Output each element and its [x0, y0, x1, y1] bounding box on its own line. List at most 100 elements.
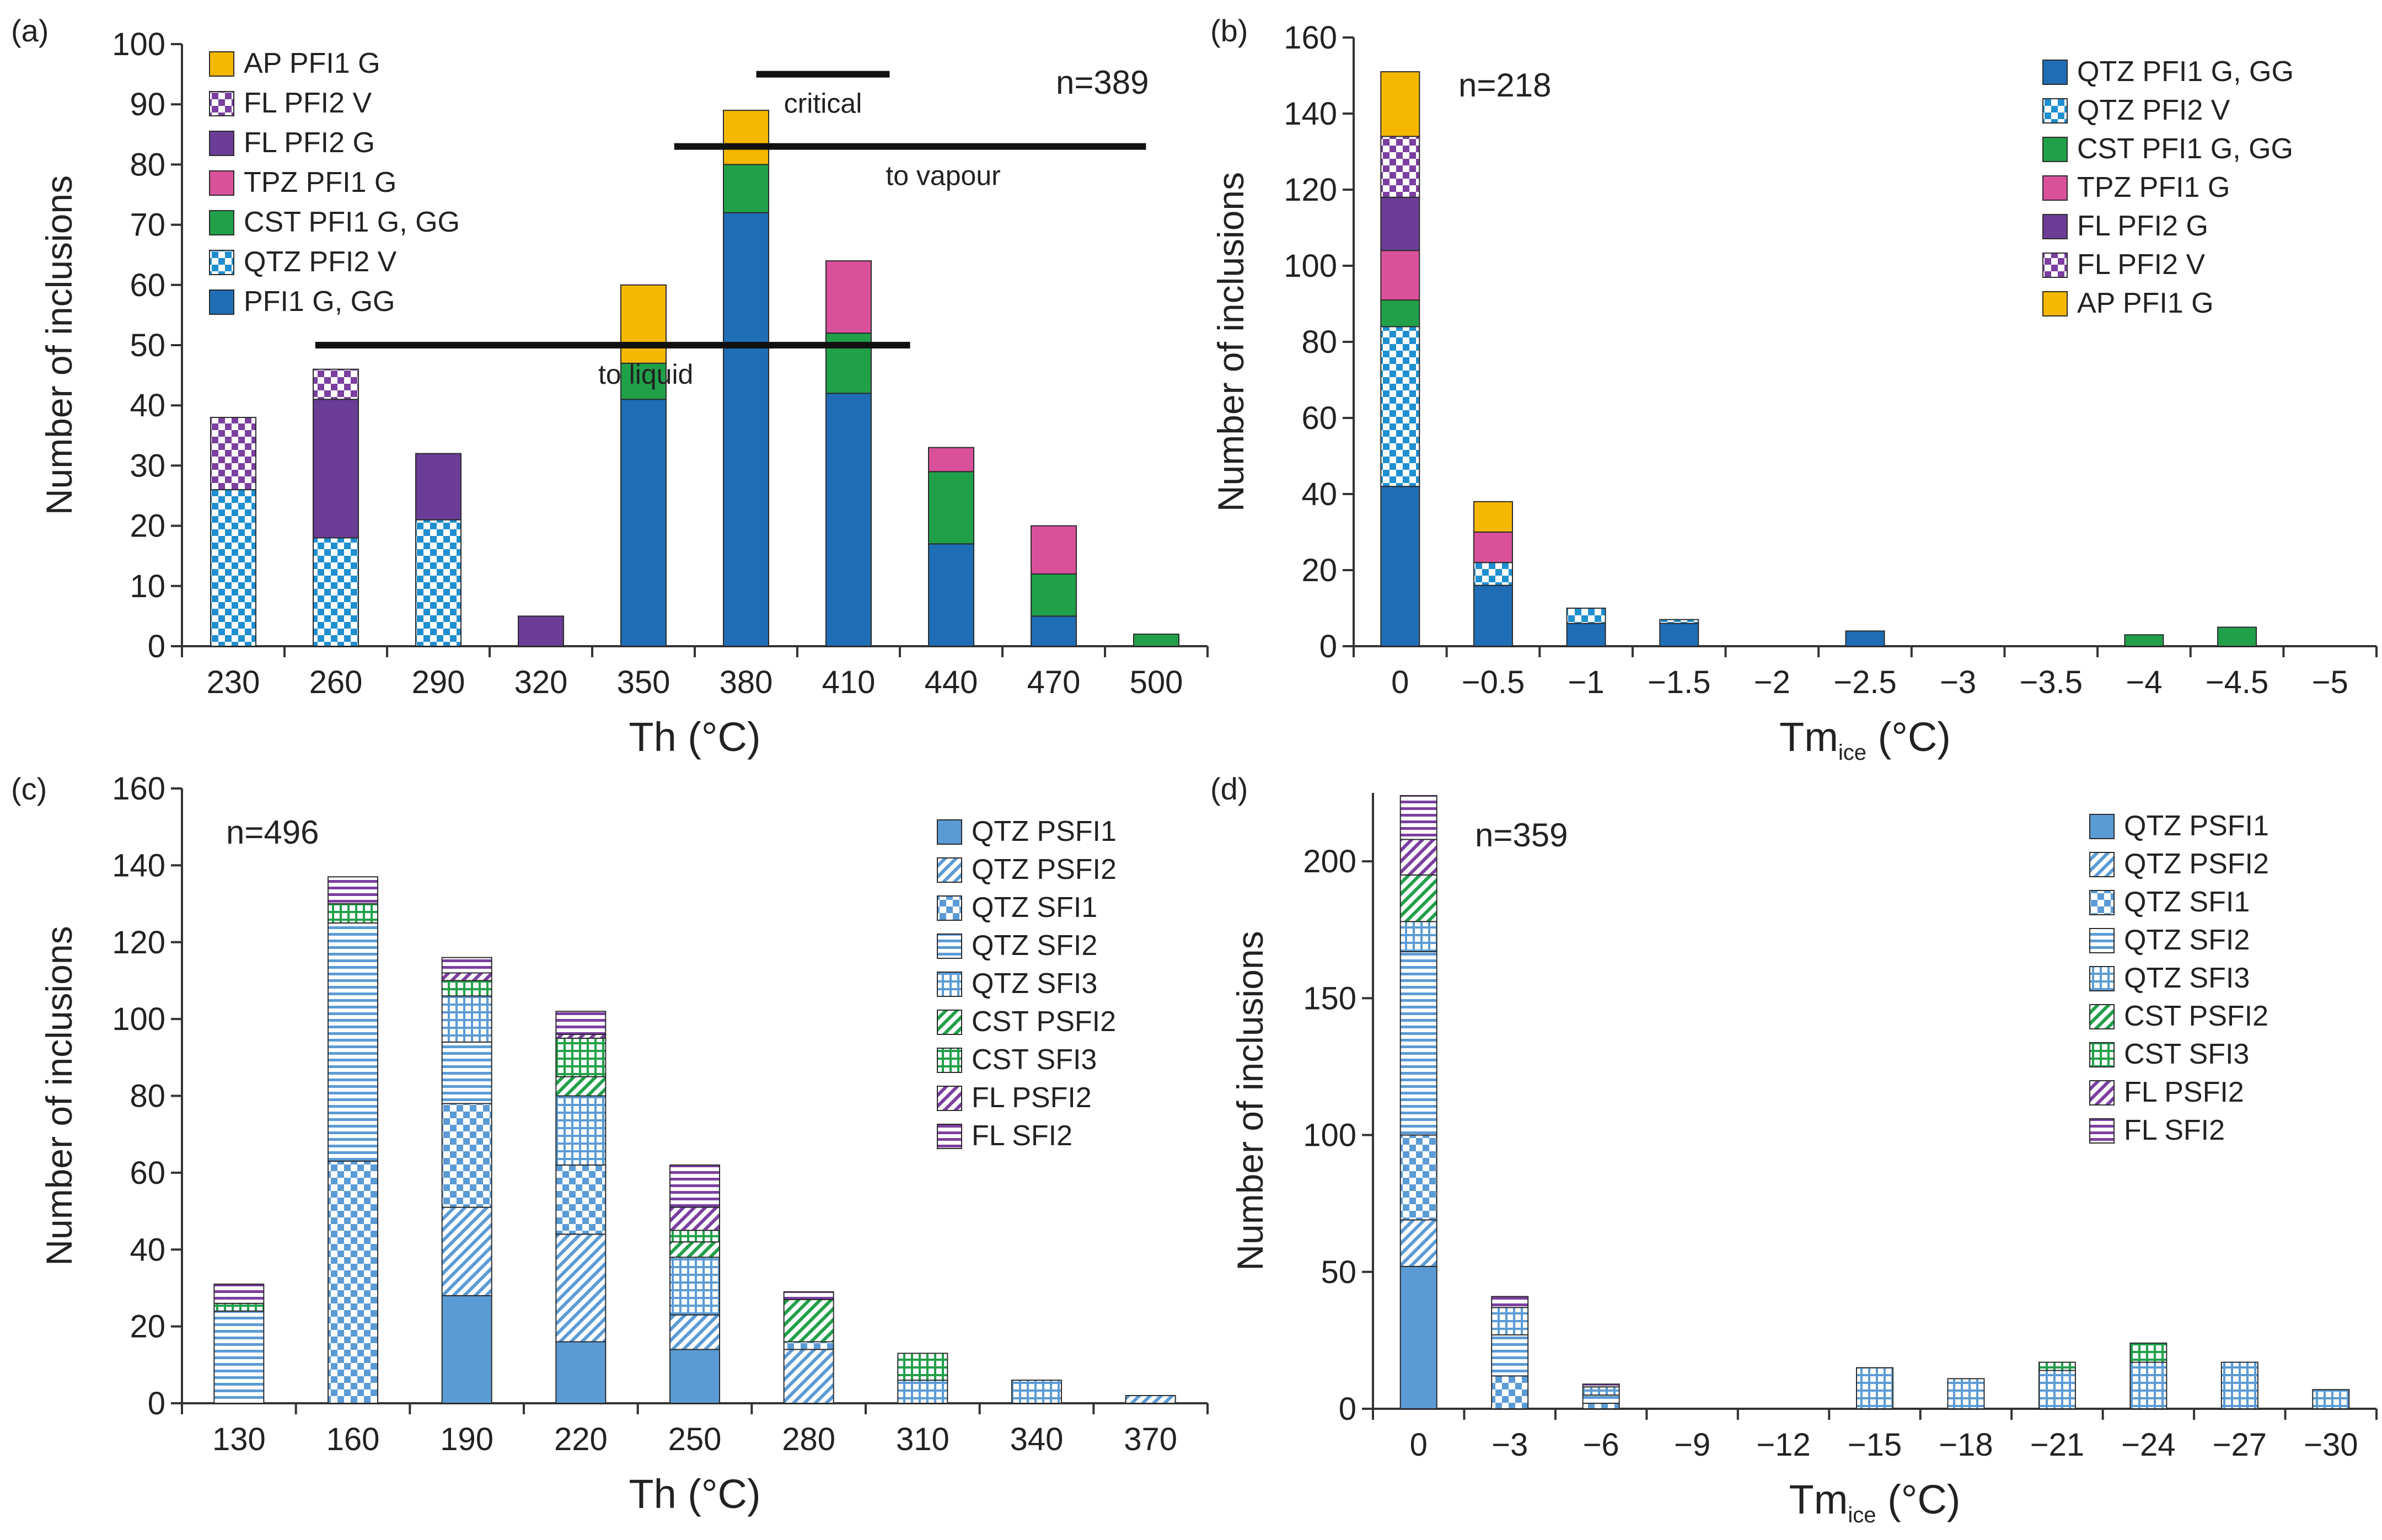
y-tick-label: 160	[112, 771, 165, 807]
bar-segment-tpz-pfi1-g-0-5	[1473, 532, 1513, 564]
y-tick-label: 140	[112, 847, 165, 883]
legend-label-qtz-sfi2: QTZ SFI2	[972, 930, 1097, 962]
bar-segment-ap-pfi1-g-380	[723, 110, 769, 165]
legend-label-fl-pfi2-g: FL PFI2 G	[2077, 210, 2208, 242]
bar-segment-qtz-sfi3-250	[669, 1257, 720, 1316]
bar-segment-cst-pfi1-g-gg-500	[1133, 634, 1179, 647]
x-tick-label: −21	[2030, 1427, 2084, 1463]
y-tick-label: 150	[1303, 980, 1356, 1016]
y-tick-label: 20	[130, 1309, 165, 1345]
legend-swatch-cst-pfi1-g-gg	[2042, 137, 2068, 162]
x-tick-label: −15	[1848, 1427, 1902, 1463]
legend-swatch-qtz-sfi2	[2089, 928, 2115, 953]
bar-segment-qtz-sfi1-6	[1582, 1403, 1620, 1409]
bar-segment-qtz-sfi3-3	[1491, 1307, 1529, 1335]
legend-swatch-qtz-psfi2	[2089, 852, 2115, 877]
y-tick-label: 50	[1321, 1254, 1356, 1290]
y-tick-label: 40	[1301, 476, 1337, 512]
bar-segment-qtz-sfi3-27	[2220, 1361, 2258, 1410]
bar-segment-qtz-psfi2-220	[555, 1233, 607, 1343]
y-axis-title: Number of inclusions	[1210, 172, 1251, 512]
bar-segment-cst-pfi1-g-gg-4	[2124, 634, 2164, 647]
legend-label-qtz-psfi2: QTZ PSFI2	[2124, 848, 2269, 880]
legend-label-qtz-pfi2-v: QTZ PFI2 V	[244, 246, 397, 278]
range-label-to-liquid: to liquid	[598, 359, 693, 390]
y-tick-label: 80	[1301, 324, 1337, 360]
y-tick-label: 100	[1303, 1118, 1356, 1153]
legend-label-fl-pfi2-v: FL PFI2 V	[2077, 249, 2205, 281]
bar-segment-cst-pfi1-g-gg-4-5	[2217, 626, 2257, 647]
bar-segment-cst-psfi2-250	[669, 1241, 720, 1258]
bar-segment-ap-pfi1-g-350	[620, 284, 667, 364]
x-tick-label: 290	[412, 664, 465, 700]
y-tick-label: 60	[130, 267, 165, 303]
x-tick-label: −1.5	[1648, 664, 1711, 700]
panel-c: (c) 0 20 40 60 80 100 120 140 160 130 160 190 220 250 2…	[11, 771, 1209, 1517]
legend-swatch-cst-sfi3	[2089, 1042, 2115, 1067]
legend-label-qtz-psfi2: QTZ PSFI2	[972, 854, 1117, 886]
sample-count-label: n=218	[1458, 67, 1552, 104]
bar-segment-cst-pfi1-g-gg-440	[928, 471, 974, 545]
bar-segment-qtz-pfi2-v-1-5	[1659, 619, 1699, 624]
legend-swatch-fl-pfi2-v	[2042, 253, 2068, 278]
bar-segment-qtz-sfi3-24	[2129, 1361, 2168, 1410]
legend-swatch-cst-psfi2	[2089, 1004, 2115, 1029]
x-tick-label: 310	[896, 1421, 949, 1457]
bar-segment-tpz-pfi1-g-0	[1380, 250, 1420, 301]
legend-label-qtz-sfi1: QTZ SFI1	[2124, 886, 2250, 918]
y-tick-label: 100	[112, 26, 165, 62]
legend-label-fl-psfi2: FL PSFI2	[2124, 1076, 2244, 1108]
legend-swatch-fl-sfi2	[937, 1124, 962, 1149]
bar-segment-cst-sfi3-160	[328, 903, 378, 924]
legend-label-fl-pfi2-v: FL PFI2 V	[244, 87, 372, 119]
x-axis-title-unit: (°C)	[1866, 714, 1951, 760]
bar-segment-pfi1-g-gg-440	[928, 543, 974, 647]
legend-swatch-ap-pfi1-g	[209, 51, 234, 77]
bar-segment-qtz-pfi1-g-gg-1-5	[1659, 623, 1699, 647]
bar-segment-qtz-psfi2-250	[669, 1314, 720, 1350]
legend-label-qtz-sfi1: QTZ SFI1	[972, 892, 1097, 924]
bar-segment-qtz-pfi1-g-gg-0	[1380, 486, 1420, 647]
bars	[1380, 71, 2257, 647]
bar-segment-qtz-psfi1-0	[1399, 1265, 1437, 1409]
y-axis-title: Number of inclusions	[39, 175, 79, 515]
legend-label-tpz-pfi1-g: TPZ PFI1 G	[2077, 171, 2230, 203]
legend-swatch-cst-psfi2	[937, 1010, 962, 1035]
y-axis-title: Number of inclusions	[1230, 931, 1270, 1270]
y-tick-label: 60	[1301, 400, 1337, 436]
legend-swatch-qtz-psfi1	[937, 819, 962, 845]
x-tick-label: −2	[1754, 664, 1790, 700]
panel-label: (c)	[11, 771, 47, 806]
bar-segment-cst-sfi3-310	[897, 1353, 948, 1381]
panel-label: (a)	[11, 13, 49, 48]
bar-segment-qtz-sfi3-21	[2038, 1370, 2076, 1410]
y-tick-label: 40	[130, 1232, 165, 1268]
x-axis-title-subscript: ice	[1848, 1503, 1876, 1527]
bar-segment-fl-psfi2-190	[441, 972, 492, 981]
y-tick-label: 140	[1284, 96, 1337, 132]
legend-swatch-qtz-sfi3	[2089, 966, 2115, 991]
legend-label-qtz-sfi3: QTZ SFI3	[972, 968, 1097, 1000]
legend-label-fl-pfi2-g: FL PFI2 G	[244, 127, 375, 159]
bar-segment-qtz-sfi1-190	[441, 1103, 492, 1208]
panel-d: (d) 0 50 100 150 200 0 −3 −6 −9 −12 −15 −18 −21 −24 −27…	[1210, 771, 2378, 1527]
bar-segment-qtz-pfi1-g-gg-1	[1566, 623, 1606, 647]
x-tick-label: −3	[1940, 664, 1976, 700]
bar-segment-tpz-pfi1-g-470	[1031, 525, 1077, 575]
panel-b: (b) 0 20 40 60 80 100 120 140 160 0 −0.5 −1 −1.5 −2 −2.…	[1210, 13, 2378, 765]
bar-segment-qtz-sfi1-280	[783, 1341, 834, 1350]
bar-segment-cst-pfi1-g-gg-470	[1031, 573, 1077, 617]
bar-segment-fl-sfi2-280	[783, 1291, 834, 1300]
y-tick-label: 90	[130, 87, 165, 122]
legend: AP PFI1 G FL PFI2 V FL PFI2 G TPZ PFI1 G CST…	[209, 47, 460, 318]
bar-segment-qtz-pfi2-v-0	[1380, 326, 1420, 487]
range-label-to-vapour: to vapour	[886, 160, 1000, 191]
legend-swatch-fl-psfi2	[2089, 1080, 2115, 1106]
bar-segment-qtz-sfi2-160	[328, 922, 378, 1162]
bar-segment-fl-pfi2-g-320	[518, 615, 564, 647]
x-axis-title: Th (°C)	[629, 1471, 760, 1517]
bar-segment-qtz-psfi2-190	[441, 1206, 492, 1296]
bar-segment-cst-sfi3-250	[669, 1230, 720, 1243]
legend-swatch-qtz-pfi2-v	[209, 250, 234, 275]
